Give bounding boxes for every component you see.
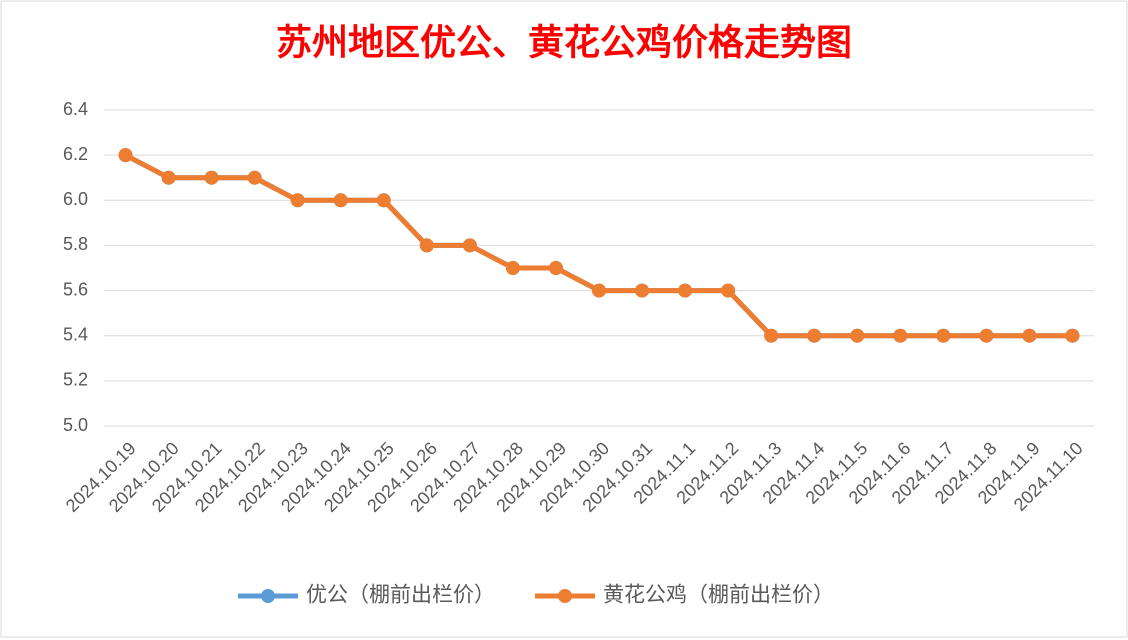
- legend-marker: [558, 589, 572, 603]
- legend-label: 黄花公鸡（棚前出栏价）: [603, 584, 834, 607]
- data-point: [893, 328, 908, 343]
- y-tick-label: 6.2: [63, 144, 88, 164]
- data-point: [118, 148, 133, 163]
- data-point: [376, 193, 391, 208]
- legend-label: 优公（棚前出栏价）: [306, 584, 495, 607]
- y-tick-label: 5.0: [63, 415, 88, 435]
- data-point: [161, 170, 176, 185]
- data-point: [635, 283, 650, 298]
- data-point: [247, 170, 262, 185]
- data-point: [204, 170, 219, 185]
- data-point: [1022, 328, 1037, 343]
- data-point: [936, 328, 951, 343]
- y-tick-label: 5.6: [63, 279, 88, 299]
- data-point: [678, 283, 693, 298]
- data-point: [290, 193, 305, 208]
- data-point: [850, 328, 865, 343]
- data-point: [807, 328, 822, 343]
- y-tick-label: 5.4: [63, 324, 88, 344]
- chart-title: 苏州地区优公、黄花公鸡价格走势图: [276, 22, 852, 62]
- data-point: [979, 328, 994, 343]
- data-point: [592, 283, 606, 298]
- y-tick-label: 6.0: [63, 189, 88, 209]
- y-tick-label: 5.8: [63, 234, 88, 254]
- data-point: [764, 328, 779, 343]
- data-point: [505, 261, 520, 275]
- legend-marker: [261, 589, 275, 603]
- y-tick-label: 5.2: [63, 370, 88, 390]
- data-point: [721, 283, 736, 298]
- data-point: [419, 238, 434, 253]
- data-point: [462, 238, 477, 253]
- y-tick-label: 6.4: [63, 99, 88, 119]
- data-point: [1065, 328, 1080, 343]
- data-point: [548, 261, 563, 275]
- data-point: [333, 193, 348, 208]
